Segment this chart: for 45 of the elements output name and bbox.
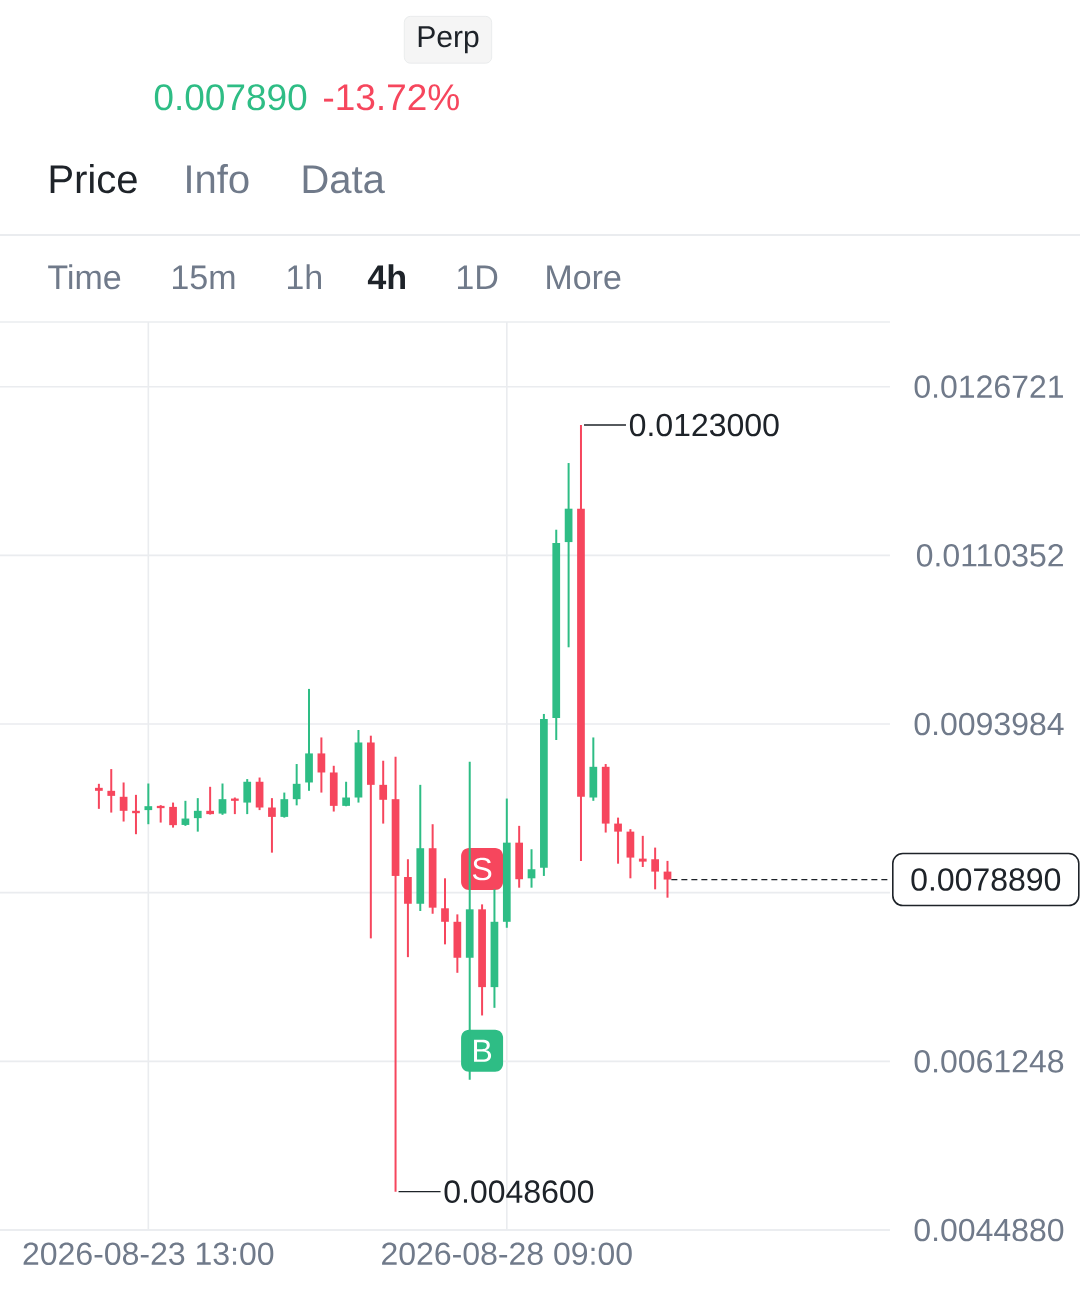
candlestick (107, 768, 116, 814)
text: Time (48, 264, 121, 290)
text: More (547, 265, 621, 290)
text: Price (50, 164, 137, 194)
candlestick (268, 797, 276, 854)
candlestick (169, 801, 177, 829)
candlestick (342, 780, 350, 808)
candlestick (292, 763, 301, 807)
text: -13.72% (324, 84, 459, 111)
text: 0.007890 (154, 84, 307, 111)
candlestick (638, 834, 647, 868)
candlestick (218, 782, 227, 816)
candlestick (379, 759, 388, 825)
candlestick (527, 848, 536, 889)
y-tick-label: 0.0126721 (914, 375, 1063, 399)
candlestick (119, 781, 128, 823)
text: Info (187, 164, 249, 194)
candlestick (206, 785, 214, 816)
text: 4h (367, 264, 405, 289)
candlestick (441, 877, 449, 946)
text: 1h (288, 264, 321, 289)
candlestick (280, 791, 289, 819)
candlestick (663, 859, 672, 899)
y-tick-label: 0.0110352 (916, 544, 1063, 567)
candlestick (95, 782, 103, 810)
x-tick-label: 2026-08-28 09:00 (382, 1242, 632, 1266)
annotation: 0.0048600 (444, 1180, 594, 1203)
annotation: B (474, 1039, 492, 1062)
candlestick (651, 846, 659, 891)
candlestick (243, 778, 252, 816)
ref-line-label: 0.0078890 (911, 868, 1061, 891)
candlestick (193, 797, 202, 833)
candlestick (317, 736, 326, 794)
text: Perp (418, 26, 479, 54)
y-tick-label: 0.0061248 (914, 1050, 1064, 1073)
annotation: 0.0123000 (629, 413, 779, 437)
x-tick-label: 2026-08-23 13:00 (23, 1242, 274, 1266)
text: 15m (173, 265, 235, 290)
candlestick (614, 816, 622, 865)
annotation: S (472, 857, 492, 881)
text: 1D (458, 265, 498, 289)
y-tick-label: 0.0044880 (914, 1218, 1064, 1242)
candlestick (144, 782, 153, 826)
y-tick-label: 0.0093984 (914, 712, 1064, 736)
text: Data (303, 165, 385, 194)
